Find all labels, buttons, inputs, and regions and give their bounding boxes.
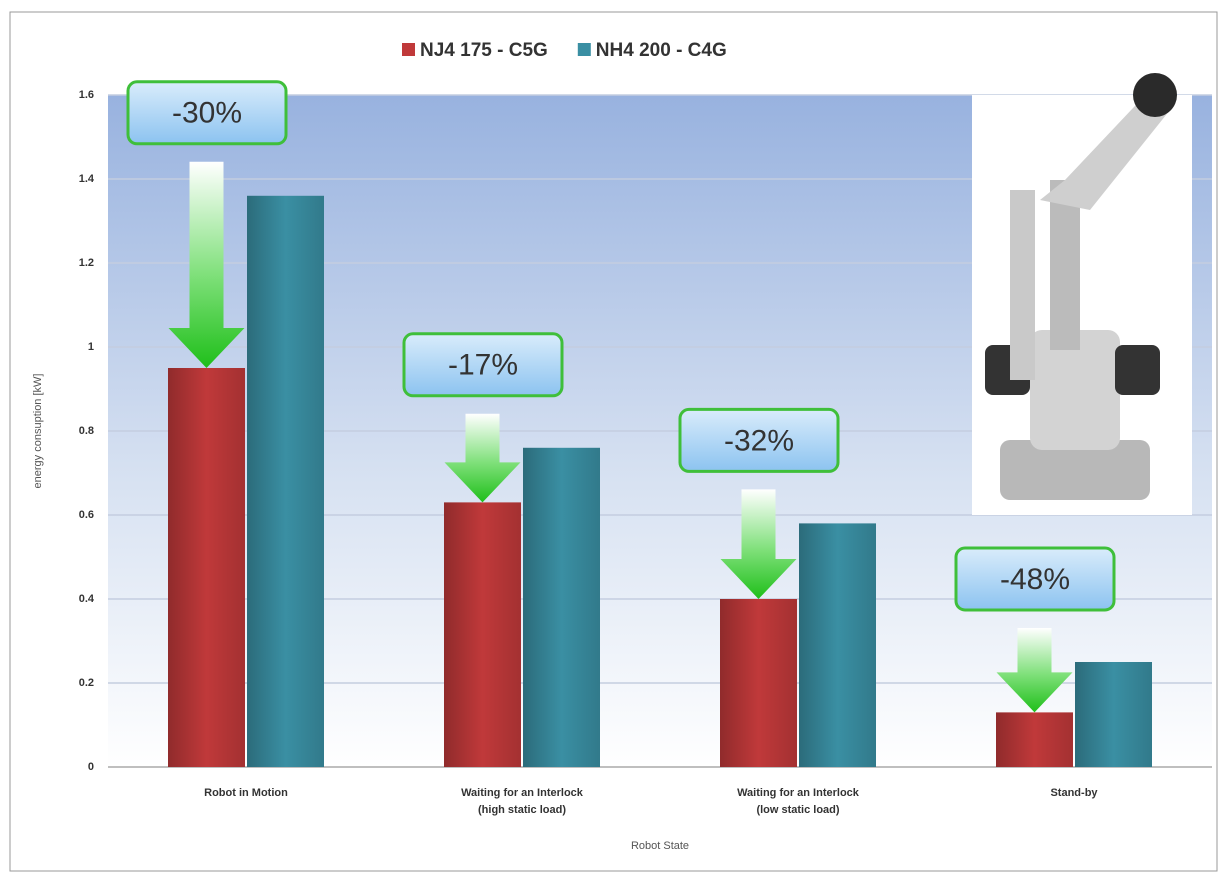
y-tick-label: 0.8 [79, 425, 94, 437]
annotation-box [954, 546, 1116, 612]
annotation: -17% [448, 349, 518, 382]
legend-swatch [402, 43, 415, 56]
bar-shade [247, 195, 324, 768]
y-tick-label: 0.2 [79, 677, 94, 689]
arrow [168, 161, 245, 368]
bar-shade [720, 599, 797, 767]
arrow [996, 628, 1073, 713]
y-tick-label: 1.4 [79, 173, 95, 185]
bar-shade [996, 712, 1073, 767]
bar-shade [1075, 662, 1152, 767]
annotation-box [678, 407, 840, 473]
frame [9, 11, 1218, 872]
x-tick-label: (low static load) [756, 804, 839, 816]
bar-shade [799, 523, 876, 767]
arrow [444, 413, 521, 503]
x-tick-label: Robot in Motion [204, 787, 288, 799]
y-axis-title: energy consuption [kW] [32, 374, 44, 489]
y-tick-label: 1.6 [79, 89, 94, 101]
x-axis-title: Robot State [631, 840, 689, 852]
annotation-box [126, 80, 288, 146]
annotation: -48% [1000, 563, 1070, 596]
legend-swatch [577, 43, 591, 56]
legend-label: NJ4 175 - C5G [420, 40, 548, 61]
annotation: -32% [724, 424, 794, 457]
x-tick-label: Waiting for an Interlock [461, 787, 584, 799]
legend-label: NH4 200 - C4G [596, 40, 727, 61]
annotation-box [402, 332, 564, 398]
y-tick-label: 0.6 [79, 509, 94, 521]
bar-shade [523, 447, 600, 767]
bar-shade [168, 368, 245, 767]
x-tick-label: Stand-by [1050, 787, 1098, 799]
x-tick-label: Waiting for an Interlock [737, 787, 860, 799]
annotation: -30% [172, 97, 242, 130]
x-tick-label: (high static load) [478, 804, 566, 816]
y-tick-label: 0.4 [79, 593, 95, 605]
y-tick-label: 0 [88, 761, 94, 773]
bar-shade [444, 502, 521, 767]
arrow [720, 489, 797, 599]
robot-image [972, 73, 1192, 515]
y-tick-label: 1.2 [79, 257, 94, 269]
y-tick-label: 1 [88, 341, 94, 353]
